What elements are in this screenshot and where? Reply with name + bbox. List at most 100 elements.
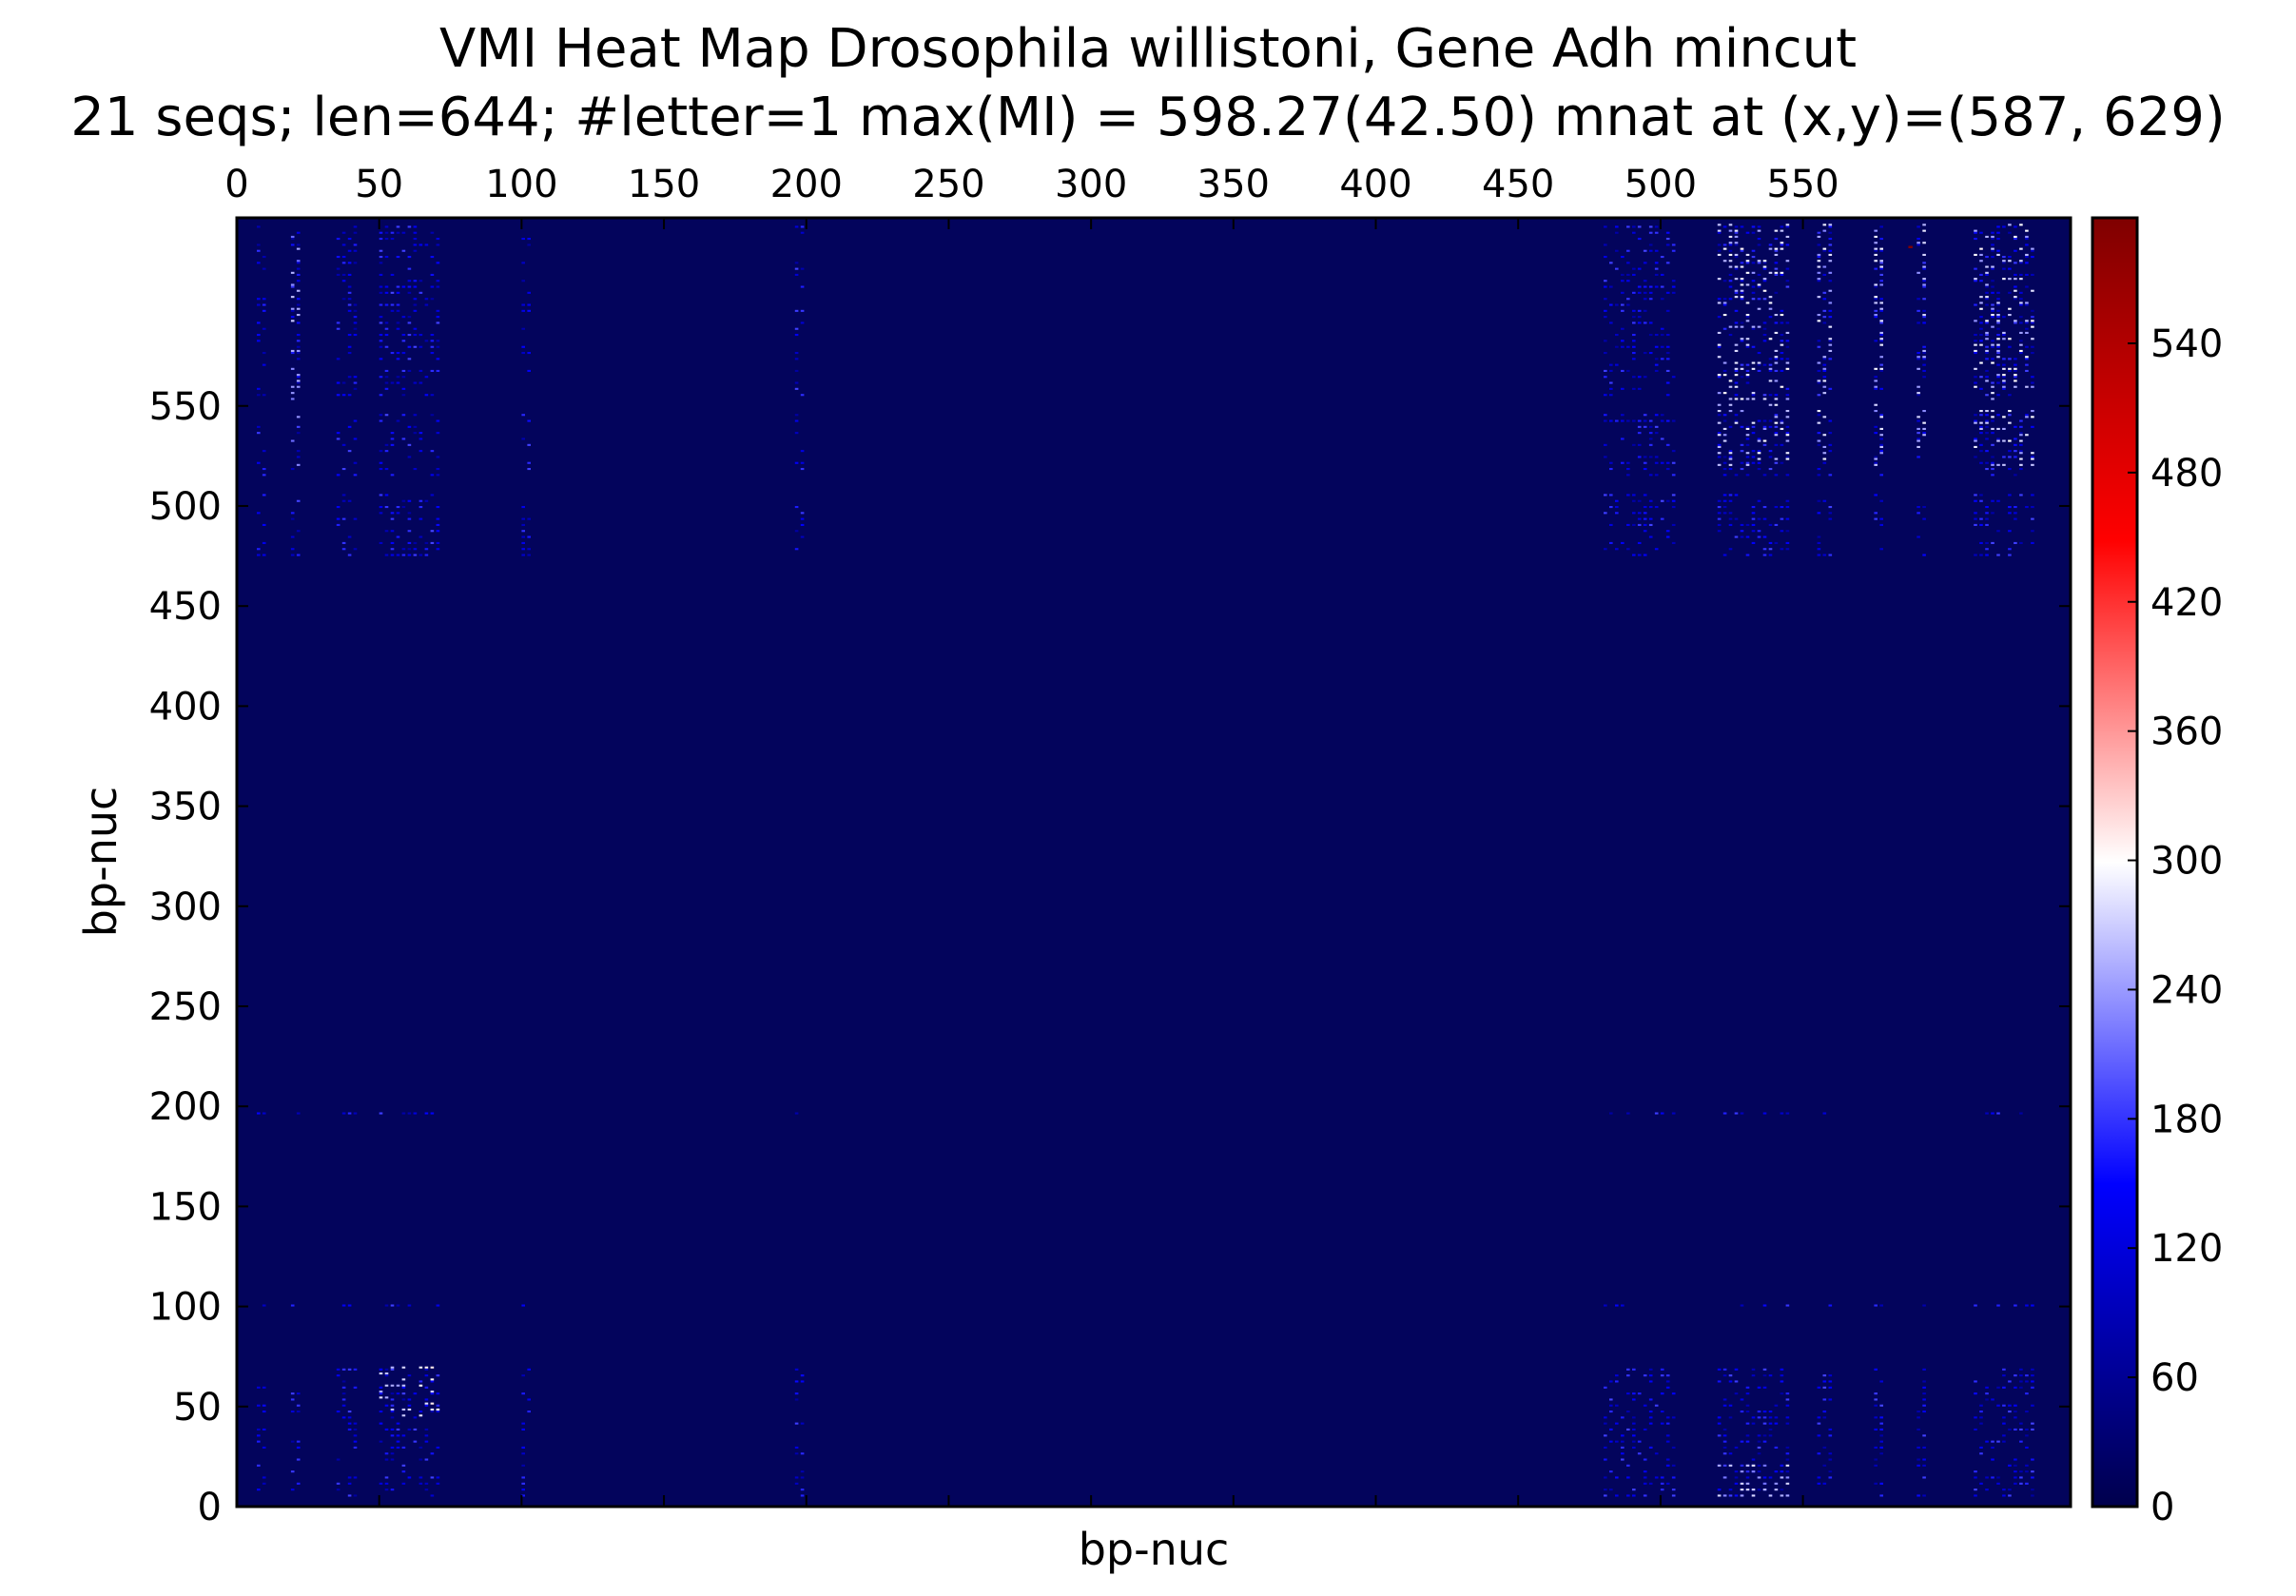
chart-subtitle: 21 seqs; len=644; #letter=1 max(MI) = 59… [70, 87, 2226, 148]
heatmap-cell-hot [1817, 314, 1821, 317]
heatmap-cell [379, 1422, 383, 1425]
heatmap-cell-hot [1728, 385, 1733, 388]
heatmap-cell [1996, 249, 2000, 252]
heatmap-cell [1917, 1464, 1920, 1467]
heatmap-cell [1648, 419, 1653, 422]
heatmap-cell [1751, 461, 1756, 464]
heatmap-cell-hot [296, 260, 301, 263]
heatmap-cell-hot [1740, 367, 1744, 370]
heatmap-cell [1745, 1440, 1750, 1443]
heatmap-cell-hot [1922, 253, 1926, 256]
heatmap-cell [1654, 273, 1659, 276]
heatmap-cell [379, 419, 383, 422]
heatmap-cell-hot [1979, 421, 1983, 424]
heatmap-cell [1828, 225, 1833, 228]
heatmap-cell [1722, 499, 1727, 502]
heatmap-cell [1751, 541, 1756, 544]
heatmap-cell [1996, 394, 2000, 397]
heatmap-cell [2025, 1470, 2029, 1473]
heatmap-cell [1660, 334, 1664, 337]
heatmap-cell [1780, 1392, 1784, 1395]
heatmap-cell [1751, 506, 1756, 509]
heatmap-cell [794, 1476, 799, 1479]
heatmap-cell [794, 352, 799, 355]
heatmap-cell-hot [1991, 325, 1994, 328]
heatmap-cell-hot [1874, 410, 1878, 413]
heatmap-cell-hot [1717, 224, 1722, 226]
heatmap-cell [1996, 363, 2000, 366]
heatmap-cell [1722, 1398, 1727, 1401]
heatmap-cell [407, 280, 412, 282]
heatmap-cell [1643, 321, 1647, 324]
heatmap-cell [1740, 225, 1744, 228]
heatmap-cell-hot [1762, 289, 1767, 292]
heatmap-cell [1780, 243, 1784, 246]
heatmap-cell [401, 1386, 406, 1389]
heatmap-cell [296, 1482, 301, 1485]
heatmap-cell [1722, 512, 1727, 515]
heatmap-cell [1751, 249, 1756, 252]
heatmap-cell [1991, 1112, 1994, 1115]
heatmap-cell-hot [1728, 224, 1733, 226]
heatmap-cell [1637, 541, 1642, 544]
heatmap-cell [1751, 425, 1756, 428]
heatmap-cell [2019, 494, 2023, 496]
heatmap-cell [1722, 474, 1727, 477]
heatmap-cell [1665, 1440, 1670, 1443]
heatmap-cell [379, 291, 383, 294]
heatmap-cell [1654, 267, 1659, 270]
heatmap-cell [390, 530, 395, 533]
heatmap-cell [1817, 541, 1821, 544]
heatmap-cell [1745, 369, 1750, 372]
x-tick-label: 200 [770, 163, 843, 206]
heatmap-cell-hot [1774, 271, 1779, 274]
heatmap-cell [390, 512, 395, 515]
heatmap-cell [341, 1386, 346, 1389]
heatmap-cell [1643, 1404, 1647, 1407]
heatmap-cell [1985, 541, 1989, 544]
heatmap-cell [1822, 1380, 1827, 1383]
heatmap-cell [2025, 243, 2029, 246]
heatmap-cell [1745, 443, 1750, 446]
heatmap-cell-hot [2019, 260, 2023, 263]
heatmap-cell [401, 334, 406, 337]
heatmap-cell [384, 1428, 389, 1431]
heatmap-cell [1922, 1386, 1926, 1389]
heatmap-cell [1632, 1494, 1636, 1497]
heatmap-cell-hot [1785, 235, 1790, 238]
heatmap-cell [1828, 309, 1833, 312]
heatmap-cell-hot [1780, 271, 1784, 274]
x-tick-label: 350 [1197, 163, 1270, 206]
heatmap-cell [1615, 1494, 1619, 1497]
heatmap-cell [353, 316, 358, 319]
heatmap-cell [2002, 456, 2006, 458]
heatmap-cell [1722, 280, 1727, 282]
heatmap-cell [521, 1494, 525, 1497]
heatmap-cell-hot [1745, 1489, 1750, 1491]
heatmap-cell [521, 548, 525, 551]
heatmap-cell [1817, 1476, 1821, 1479]
heatmap-cell [1632, 321, 1636, 324]
heatmap-cell [800, 321, 805, 324]
heatmap-cell [2008, 1428, 2012, 1431]
heatmap-cell [2019, 316, 2023, 319]
heatmap-cell [396, 512, 400, 515]
heatmap-cell [1768, 1416, 1773, 1419]
colorbar-tick-label: 0 [2150, 1486, 2174, 1529]
heatmap-cell [1991, 358, 1994, 360]
heatmap-cell [1974, 376, 1977, 379]
heatmap-cell [1979, 494, 1983, 496]
heatmap-cell [379, 394, 383, 397]
heatmap-cell [1637, 267, 1642, 270]
heatmap-cell-hot [1728, 229, 1733, 232]
heatmap-cell [1996, 1112, 2000, 1115]
heatmap-cell [407, 1404, 412, 1407]
heatmap-cell [1722, 369, 1727, 372]
heatmap-cell [390, 1489, 395, 1491]
x-tick-label: 250 [912, 163, 984, 206]
heatmap-cell [1648, 456, 1653, 458]
heatmap-cell-hot [1991, 314, 1994, 317]
heatmap-cell-hot [1722, 302, 1727, 304]
heatmap-cell [1734, 394, 1739, 397]
heatmap-cell-hot [1922, 349, 1926, 352]
